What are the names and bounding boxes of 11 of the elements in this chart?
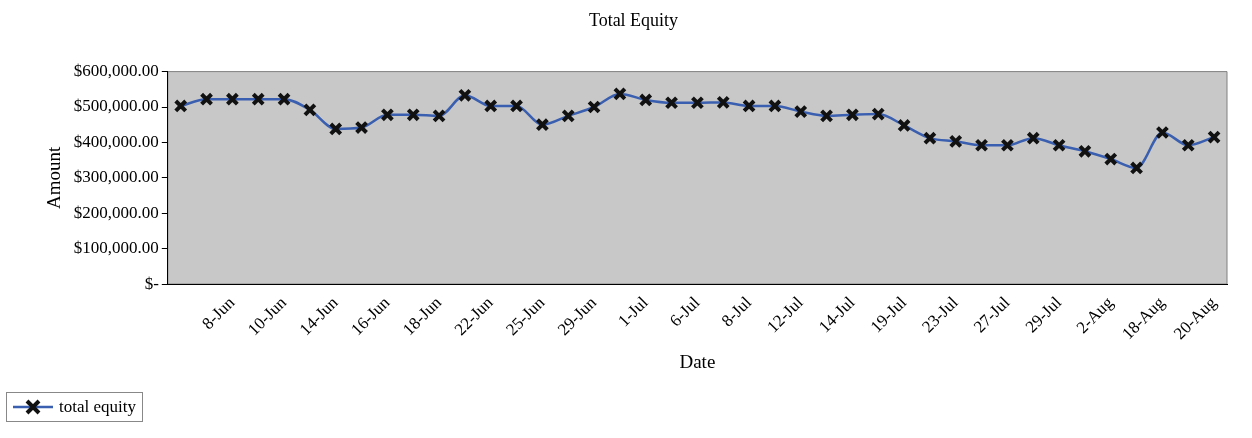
y-tick-label: $300,000.00 <box>73 167 159 187</box>
y-tick-label: $100,000.00 <box>73 238 159 258</box>
y-tick-label: $500,000.00 <box>73 96 159 116</box>
y-tick-label: $- <box>144 273 160 293</box>
chart-title: Total Equity <box>588 9 679 30</box>
x-axis-title: Date <box>679 350 716 372</box>
y-tick-label: $400,000.00 <box>73 131 159 151</box>
y-tick-label: $600,000.00 <box>73 61 159 81</box>
y-tick-label: $200,000.00 <box>73 202 159 222</box>
y-axis-title: Amount <box>43 145 65 209</box>
legend-label: total equity <box>59 397 136 417</box>
